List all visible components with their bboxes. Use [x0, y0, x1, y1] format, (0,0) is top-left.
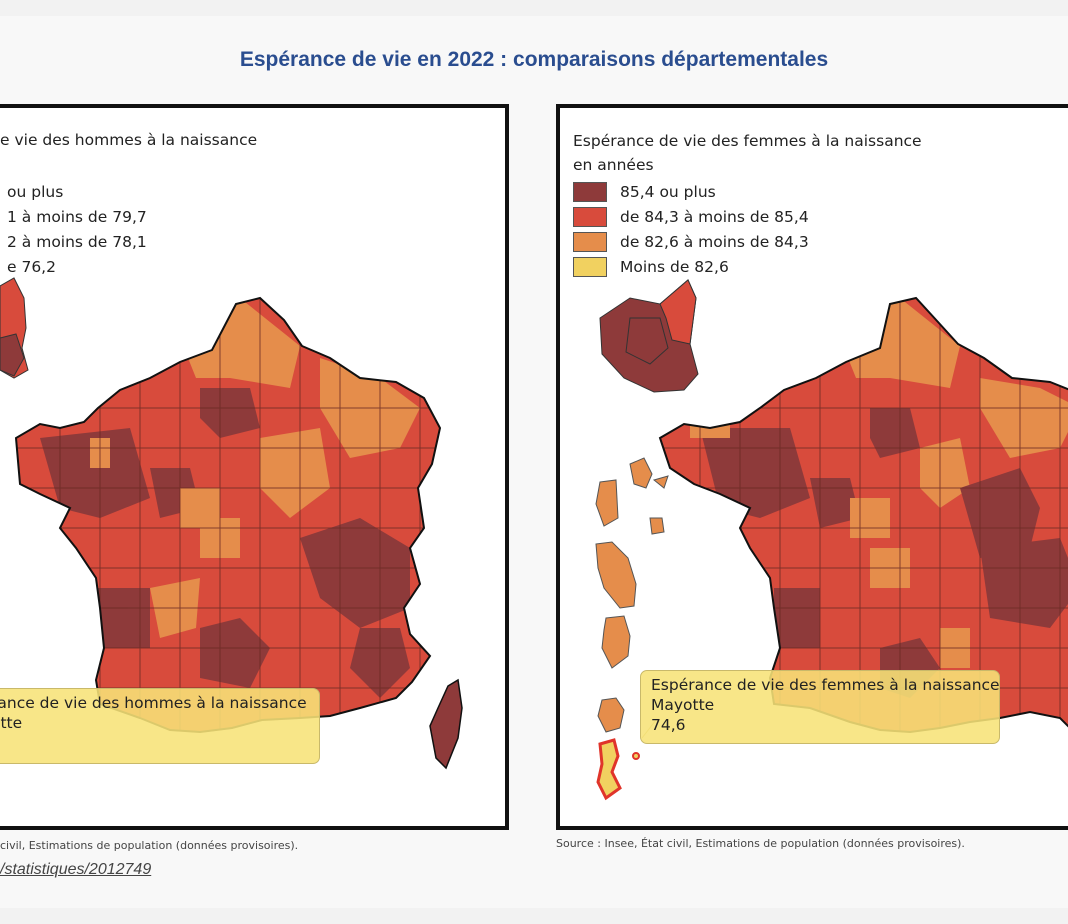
guadeloupe-basse-terre-region[interactable]	[595, 479, 619, 527]
tooltip-women-line3: 74,6	[651, 716, 686, 734]
mainland-outline	[14, 296, 442, 734]
map-panel-men[interactable]: e vie des hommes à la naissance ou plus …	[0, 104, 509, 830]
mayotte-islet[interactable]	[632, 752, 640, 760]
legend-swatch-women-3	[573, 232, 607, 252]
legend-swatch-women-1	[573, 182, 607, 202]
legend-swatch-women-2	[573, 207, 607, 227]
legend-label-men-2: 1 à moins de 79,7	[7, 208, 147, 226]
corsica-region[interactable]	[429, 678, 463, 770]
page-title: Espérance de vie en 2022 : comparaisons …	[239, 48, 829, 71]
reunion-region[interactable]	[597, 697, 625, 733]
source-note-men: civil, Estimations de population (donnée…	[0, 839, 299, 852]
mayotte-region[interactable]	[596, 738, 622, 801]
legend-label-women-2: de 84,3 à moins de 85,4	[620, 208, 809, 226]
idf-inset-subregion[interactable]	[0, 333, 25, 377]
mainland-men	[16, 298, 440, 732]
tooltip-women-line1: Espérance de vie des femmes à la naissan…	[651, 676, 1000, 694]
tooltip-men-line1: rance de vie des hommes à la naissance	[0, 694, 307, 712]
source-note-women: Source : Insee, État civil, Estimations …	[556, 837, 965, 850]
legend-label-women-4: Moins de 82,6	[620, 258, 729, 276]
source-link[interactable]: /statistiques/2012749	[0, 861, 152, 878]
tooltip-men-line2: otte	[0, 714, 23, 732]
island-small-region[interactable]	[649, 517, 665, 535]
legend-label-men-4: e 76,2	[7, 258, 56, 276]
martinique-region[interactable]	[595, 541, 637, 609]
guyane-region[interactable]	[601, 615, 631, 669]
legend-label-women-1: 85,4 ou plus	[620, 183, 716, 201]
legend-label-men-3: 2 à moins de 78,1	[7, 233, 147, 251]
legend-title-women-line1: Espérance de vie des femmes à la naissan…	[573, 132, 922, 150]
legend-label-women-3: de 82,6 à moins de 84,3	[620, 233, 809, 251]
map-panel-women[interactable]: Espérance de vie des femmes à la naissan…	[556, 104, 1068, 830]
legend-label-men-1: ou plus	[7, 183, 64, 201]
tooltip-women: Espérance de vie des femmes à la naissan…	[640, 670, 1000, 744]
tooltip-women-line2: Mayotte	[651, 696, 715, 714]
tooltip-men: rance de vie des hommes à la naissance o…	[0, 688, 320, 764]
map-men-svg[interactable]	[0, 108, 509, 830]
guadeloupe-region[interactable]	[629, 457, 669, 489]
legend-title-women-line2: en années	[573, 156, 654, 174]
legend-title-men: e vie des hommes à la naissance	[0, 131, 258, 149]
legend-swatch-women-4	[573, 257, 607, 277]
idf-inset-women[interactable]	[599, 279, 699, 393]
